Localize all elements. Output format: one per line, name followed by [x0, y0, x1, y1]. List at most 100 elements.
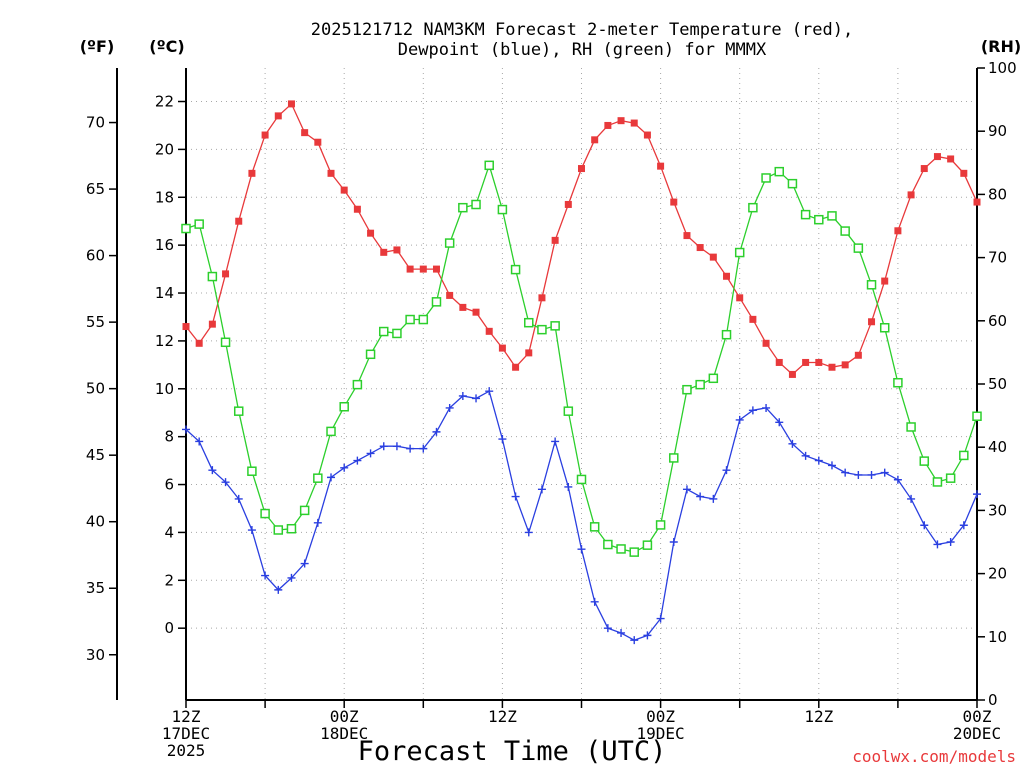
fahrenheit-tick-label: 65: [86, 180, 105, 198]
data-point-temperature: [643, 131, 651, 139]
data-point-rh: [800, 209, 811, 220]
x-tick-label: 19DEC: [637, 724, 685, 743]
data-point-temperature: [670, 198, 678, 206]
data-point-rh: [695, 379, 705, 390]
data-point-temperature: [367, 229, 375, 237]
data-point-dewpoint: [590, 597, 599, 606]
data-point-dewpoint: [313, 518, 322, 527]
chart-title-line2: Dewpoint (blue), RH (green) for MMMX: [398, 40, 767, 60]
x-tick-label: 00Z: [646, 707, 675, 726]
data-point-rh: [629, 547, 639, 557]
data-point-temperature: [512, 363, 520, 371]
data-point-temperature: [419, 265, 427, 273]
data-point-dewpoint: [524, 528, 533, 537]
rh-tick-label: 40: [988, 438, 1007, 456]
data-point-rh: [748, 202, 758, 213]
rh-tick-label: 30: [988, 501, 1007, 519]
data-point-rh: [879, 323, 890, 333]
data-point-temperature: [657, 162, 665, 170]
data-point-temperature: [749, 315, 757, 323]
data-point-temperature: [630, 119, 638, 127]
data-point-rh: [392, 328, 402, 339]
data-point-dewpoint: [419, 444, 428, 453]
data-point-rh: [563, 406, 574, 416]
data-point-dewpoint: [920, 521, 929, 530]
data-point-rh: [379, 326, 389, 337]
data-point-rh: [444, 238, 455, 248]
data-point-rh: [550, 321, 560, 331]
data-point-rh: [866, 280, 877, 290]
data-point-rh: [497, 204, 508, 215]
data-point-temperature: [736, 294, 744, 302]
rh-tick-label: 50: [988, 375, 1007, 393]
data-point-dewpoint: [340, 463, 349, 472]
data-point-dewpoint: [208, 466, 217, 475]
data-point-rh: [352, 379, 363, 390]
data-point-temperature: [591, 136, 599, 144]
data-point-dewpoint: [603, 624, 612, 633]
data-point-rh: [273, 525, 284, 535]
data-point-temperature: [894, 227, 902, 235]
chart-title-line1: 2025121712 NAM3KM Forecast 2-meter Tempe…: [311, 20, 853, 40]
data-point-temperature: [406, 265, 414, 273]
data-point-temperature: [802, 358, 810, 366]
data-point-dewpoint: [630, 636, 639, 645]
data-point-dewpoint: [907, 494, 916, 503]
data-point-rh: [708, 373, 719, 384]
data-point-temperature: [604, 121, 612, 129]
data-point-temperature: [393, 246, 401, 254]
data-point-dewpoint: [485, 387, 494, 396]
data-point-rh: [616, 544, 626, 554]
celsius-tick-label: 10: [155, 380, 174, 398]
data-point-temperature: [287, 100, 295, 108]
x-tick-label: 12Z: [488, 707, 517, 726]
data-point-rh: [484, 160, 494, 171]
data-point-rh: [233, 406, 244, 416]
data-point-dewpoint: [195, 437, 204, 446]
celsius-tick-label: 2: [164, 571, 174, 589]
data-point-dewpoint: [709, 494, 718, 503]
data-point-temperature: [274, 112, 282, 120]
data-point-dewpoint: [353, 456, 362, 465]
fahrenheit-unit-label: (ºF): [80, 37, 115, 56]
data-point-temperature: [551, 236, 559, 244]
data-point-dewpoint: [893, 475, 902, 484]
data-point-temperature: [907, 191, 915, 199]
data-point-dewpoint: [274, 585, 283, 594]
data-point-rh: [959, 450, 969, 461]
x-tick-label: 2025: [167, 741, 206, 760]
data-point-temperature: [314, 138, 322, 146]
data-point-temperature: [340, 186, 348, 194]
data-point-rh: [524, 317, 534, 328]
data-point-temperature: [947, 155, 955, 163]
data-point-rh: [365, 349, 376, 360]
data-point-temperature: [920, 165, 928, 173]
celsius-tick-label: 0: [164, 619, 174, 637]
data-point-rh: [299, 505, 310, 516]
data-point-temperature: [353, 205, 361, 213]
data-point-temperature: [498, 344, 506, 352]
fahrenheit-tick-label: 50: [86, 380, 105, 398]
data-point-temperature: [235, 217, 243, 225]
data-point-dewpoint: [577, 545, 586, 554]
data-point-temperature: [380, 248, 388, 256]
data-point-dewpoint: [564, 482, 573, 491]
watermark: coolwx.com/models: [852, 747, 1016, 766]
data-point-dewpoint: [458, 391, 467, 400]
data-point-temperature: [327, 169, 335, 177]
data-point-dewpoint: [682, 485, 691, 494]
data-point-temperature: [208, 320, 216, 328]
data-point-rh: [339, 402, 349, 412]
data-point-rh: [669, 453, 679, 463]
data-point-dewpoint: [669, 538, 678, 546]
fahrenheit-tick-label: 30: [86, 646, 105, 664]
celsius-tick-label: 12: [155, 332, 174, 350]
data-point-temperature: [775, 358, 783, 366]
data-point-dewpoint: [841, 468, 850, 477]
data-point-dewpoint: [762, 403, 771, 412]
data-point-rh: [655, 520, 666, 530]
celsius-tick-label: 22: [155, 93, 174, 111]
data-point-rh: [181, 223, 191, 234]
celsius-tick-label: 18: [155, 188, 174, 206]
series-layer: [181, 100, 982, 645]
